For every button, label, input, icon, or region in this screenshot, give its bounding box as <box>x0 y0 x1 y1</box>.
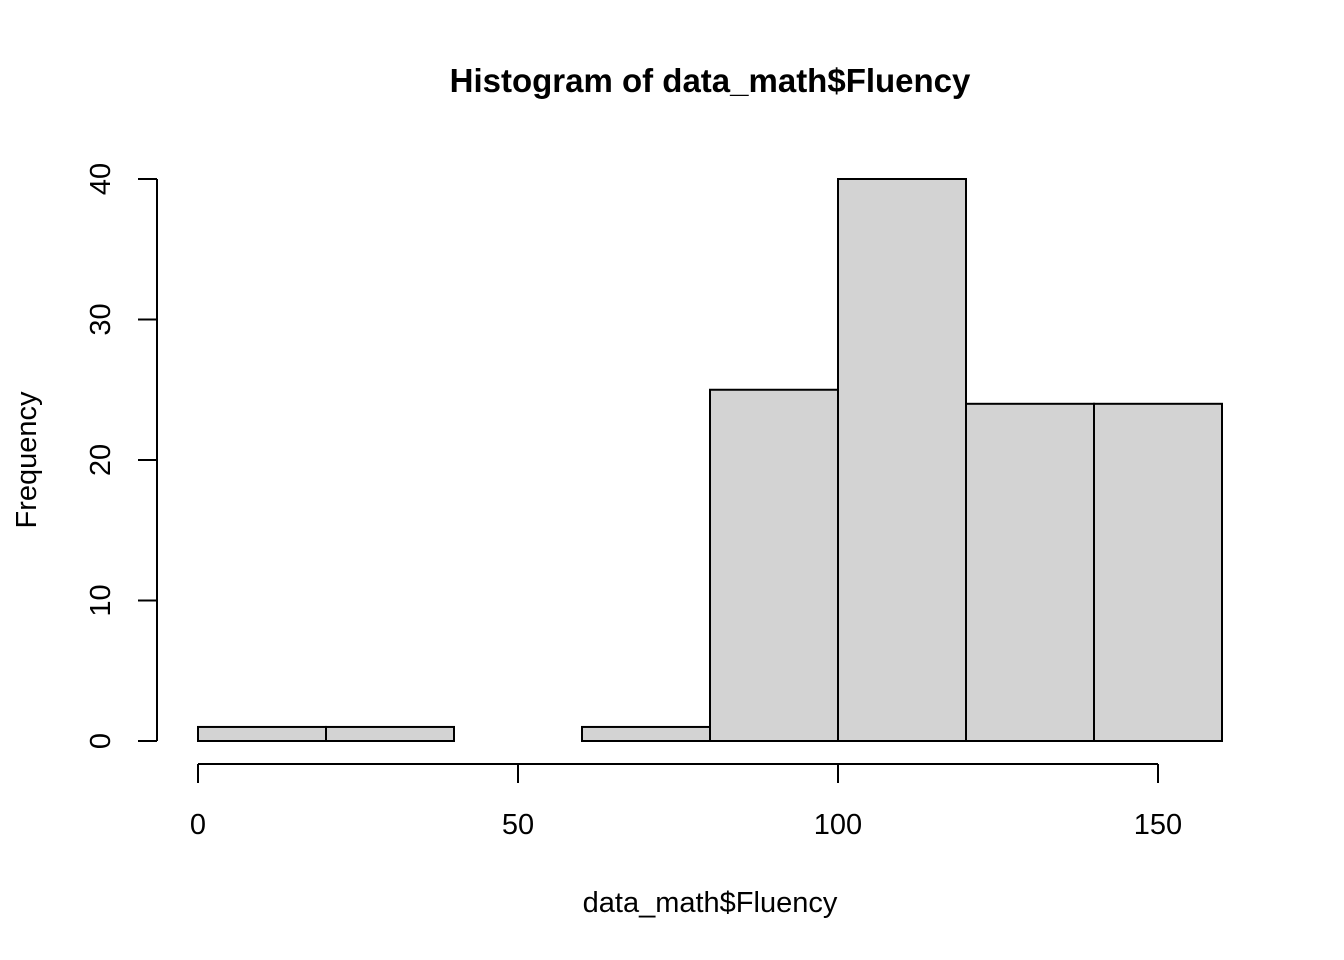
y-tick-label: 0 <box>85 733 117 749</box>
histogram-bar <box>581 725 711 743</box>
x-tick-label: 50 <box>502 809 534 841</box>
histogram-bar <box>709 388 839 742</box>
chart-title: Histogram of data_math$Fluency <box>450 62 971 99</box>
histogram-bar <box>325 725 455 743</box>
x-tick-label: 0 <box>190 809 206 841</box>
y-tick-label: 20 <box>85 444 117 476</box>
histogram-bar <box>837 178 967 742</box>
x-tick-label: 100 <box>814 809 862 841</box>
y-tick-label: 40 <box>85 163 117 195</box>
y-axis: 0 10 20 30 40 <box>85 163 158 749</box>
histogram-bar <box>197 725 327 743</box>
x-axis: 0 50 100 150 <box>190 763 1182 841</box>
y-tick-label: 30 <box>85 303 117 335</box>
bars-group <box>197 178 1223 743</box>
x-tick-label: 150 <box>1134 809 1182 841</box>
y-axis-label: Frequency <box>11 391 43 529</box>
x-axis-label: data_math$Fluency <box>583 887 838 919</box>
histogram-bar <box>1093 402 1223 742</box>
y-tick-label: 10 <box>85 584 117 616</box>
histogram-bar <box>965 402 1095 742</box>
